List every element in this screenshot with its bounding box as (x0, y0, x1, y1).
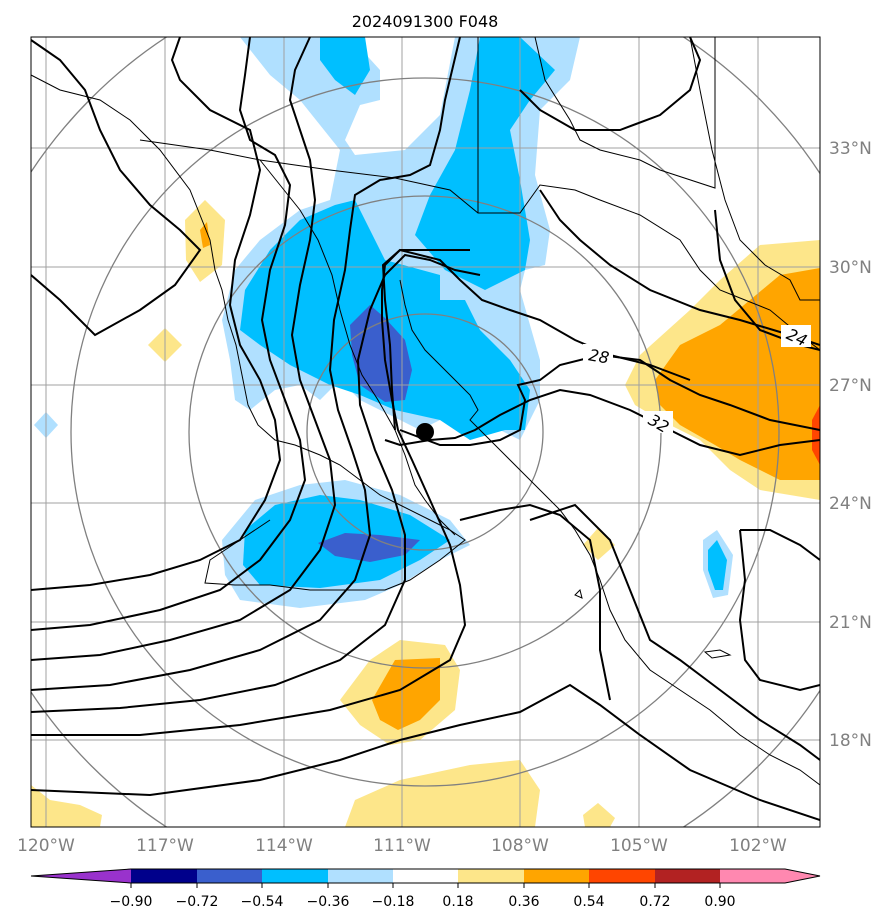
colorbar-bin-2 (197, 869, 262, 883)
contour-northeast (519, 37, 702, 131)
lat-label-33: 33°N (829, 139, 872, 159)
contour-label-bg-32 (643, 411, 673, 433)
cb-label-6: 0.18 (442, 894, 473, 910)
contour-label-bg-28 (583, 344, 613, 366)
coastline-gulf-of-mexico (689, 37, 820, 301)
colorbar-bin-10 (720, 869, 785, 883)
shade-pos-yellow-gulf-east (583, 528, 615, 560)
lat-label-27: 27°N (829, 376, 872, 396)
colorbar-bin-8 (589, 869, 655, 883)
colorbar-extend-high (785, 869, 820, 883)
contour-west-1 (31, 39, 202, 337)
contour-east-28 (399, 353, 820, 446)
colorbar: −0.90 −0.72 −0.54 −0.36 −0.18 0.18 0.36 … (30, 868, 821, 910)
shade-pos-red-east (812, 405, 820, 465)
contour-south-central (459, 503, 611, 701)
colorbar-bin-1 (131, 869, 197, 883)
shade-neg-mid-east (708, 540, 727, 590)
shade-pos-yellow-southcentral (583, 803, 615, 827)
colorbar-bin-3 (262, 869, 328, 883)
contour-east-outer (738, 529, 820, 692)
contour-west-7 (31, 249, 470, 736)
contour-west-6 (31, 253, 481, 713)
cb-label-3: −0.54 (241, 894, 284, 910)
colorbar-ticks (130, 883, 721, 888)
lat-labels: 33°N 30°N 27°N 24°N 21°N 18°N (829, 139, 872, 751)
colorbar-bin-4 (328, 869, 393, 883)
lat-label-18: 18°N (829, 731, 872, 751)
lat-label-24: 24°N (829, 494, 872, 514)
shade-pos-yellow-far-south (345, 760, 540, 827)
contour-southeast (529, 503, 820, 761)
lon-label-114: 114°W (255, 836, 313, 856)
lon-label-105: 105°W (610, 836, 668, 856)
range-ring-3 (70, 77, 780, 787)
shading-layer (31, 37, 820, 827)
shade-pos-orange-baja-north (200, 222, 210, 248)
colorbar-bin-7 (524, 869, 589, 883)
range-ring-1 (306, 313, 544, 551)
lon-label-120: 120°W (17, 836, 75, 856)
map-title: 2024091300 F048 (352, 12, 499, 31)
shade-neg-mid-north (320, 37, 370, 95)
contour-west-3 (31, 37, 307, 631)
cb-label-5: −0.18 (372, 894, 415, 910)
lon-label-117: 117°W (136, 836, 194, 856)
lat-label-21: 21°N (829, 613, 872, 633)
cb-label-10: 0.90 (704, 894, 735, 910)
cb-label-1: −0.90 (110, 894, 153, 910)
graticule (31, 37, 820, 827)
border-us-mexico (139, 139, 820, 351)
shade-pos-yellow-southwest (31, 785, 102, 827)
border-state-line-east (534, 37, 716, 189)
contour-east-24 (539, 189, 820, 346)
cb-label-9: 0.72 (639, 894, 670, 910)
map-content: 28 24 32 (31, 37, 820, 827)
cb-label-4: −0.36 (307, 894, 350, 910)
island-east-pacific (703, 649, 732, 659)
coastline-baja-gulf-side (259, 159, 456, 536)
cb-label-2: −0.72 (176, 894, 219, 910)
lon-label-108: 108°W (491, 836, 549, 856)
contour-label-28: 28 (587, 345, 610, 367)
contour-center-south (31, 683, 820, 821)
lon-label-102: 102°W (729, 836, 787, 856)
contour-label-bg-24 (781, 325, 811, 347)
colorbar-bin-6 (458, 869, 524, 883)
contour-west-5 (31, 37, 461, 691)
storm-center-dot (416, 423, 434, 441)
shade-neg-dark-south (318, 533, 420, 562)
cb-label-8: 0.54 (573, 894, 604, 910)
contour-west-2 (31, 37, 282, 591)
cb-label-7: 0.36 (508, 894, 539, 910)
island-tres-marias (574, 589, 583, 599)
lon-labels: 120°W 117°W 114°W 111°W 108°W 105°W 102°… (17, 836, 787, 856)
coastline-mainland-west (399, 279, 820, 786)
map-frame (30, 36, 821, 828)
lon-label-111: 111°W (373, 836, 431, 856)
contour-west-4 (31, 37, 337, 661)
lat-label-30: 30°N (829, 258, 872, 278)
contour-east-32 (384, 388, 820, 457)
colorbar-bin-5 (393, 869, 458, 883)
colorbar-bin-9 (655, 869, 720, 883)
colorbar-extend-low (31, 869, 131, 883)
